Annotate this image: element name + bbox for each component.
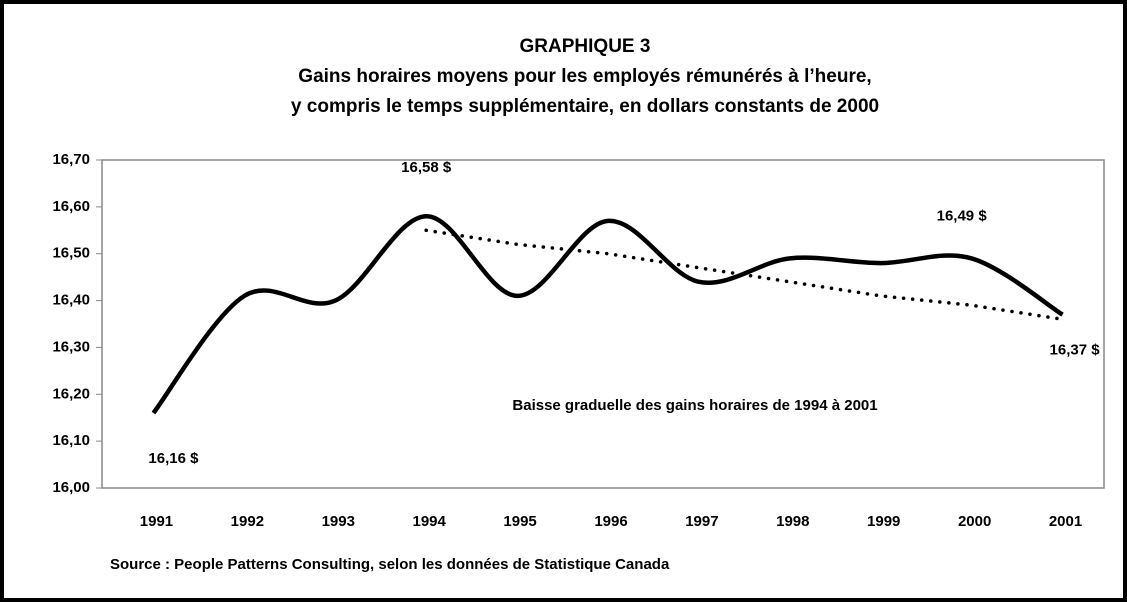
trend-line (424, 228, 1065, 322)
y-tick-label: 16,60 (52, 198, 90, 215)
x-tick-label: 1996 (594, 513, 627, 530)
y-tick-label: 16,40 (52, 292, 90, 309)
y-tick-label: 16,10 (52, 432, 90, 449)
x-tick-label: 1993 (322, 513, 355, 530)
data-label: 16,58 $ (401, 159, 452, 176)
y-tick-label: 16,20 (52, 385, 90, 402)
y-tick-label: 16,50 (52, 245, 90, 262)
data-line (151, 213, 1064, 415)
data-label: 16,49 $ (937, 207, 988, 224)
x-tick-label: 1999 (867, 513, 900, 530)
chart-subtitle: y compris le temps supplémentaire, en do… (291, 96, 879, 117)
annotation: Baisse graduelle des gains horaires de 1… (512, 397, 877, 414)
y-tick-label: 16,00 (52, 479, 90, 496)
data-label: 16,16 $ (148, 450, 199, 467)
x-tick-label: 2001 (1049, 513, 1082, 530)
y-tick-label: 16,30 (52, 338, 90, 355)
x-tick-label: 1992 (231, 513, 264, 530)
x-tick-label: 1991 (140, 513, 173, 530)
chart-title: GRAPHIQUE 3 (520, 36, 651, 57)
chart-subtitle: Gains horaires moyens pour les employés … (298, 66, 871, 87)
x-tick-label: 1995 (503, 513, 536, 530)
plot-area (101, 159, 1105, 489)
x-tick-label: 2000 (958, 513, 991, 530)
data-label: 16,37 $ (1050, 342, 1101, 359)
y-tick-label: 16,70 (52, 151, 90, 168)
x-tick-label: 1998 (776, 513, 809, 530)
x-tick-label: 1994 (412, 513, 446, 530)
x-tick-label: 1997 (685, 513, 718, 530)
source: Source : People Patterns Consulting, sel… (110, 556, 670, 573)
